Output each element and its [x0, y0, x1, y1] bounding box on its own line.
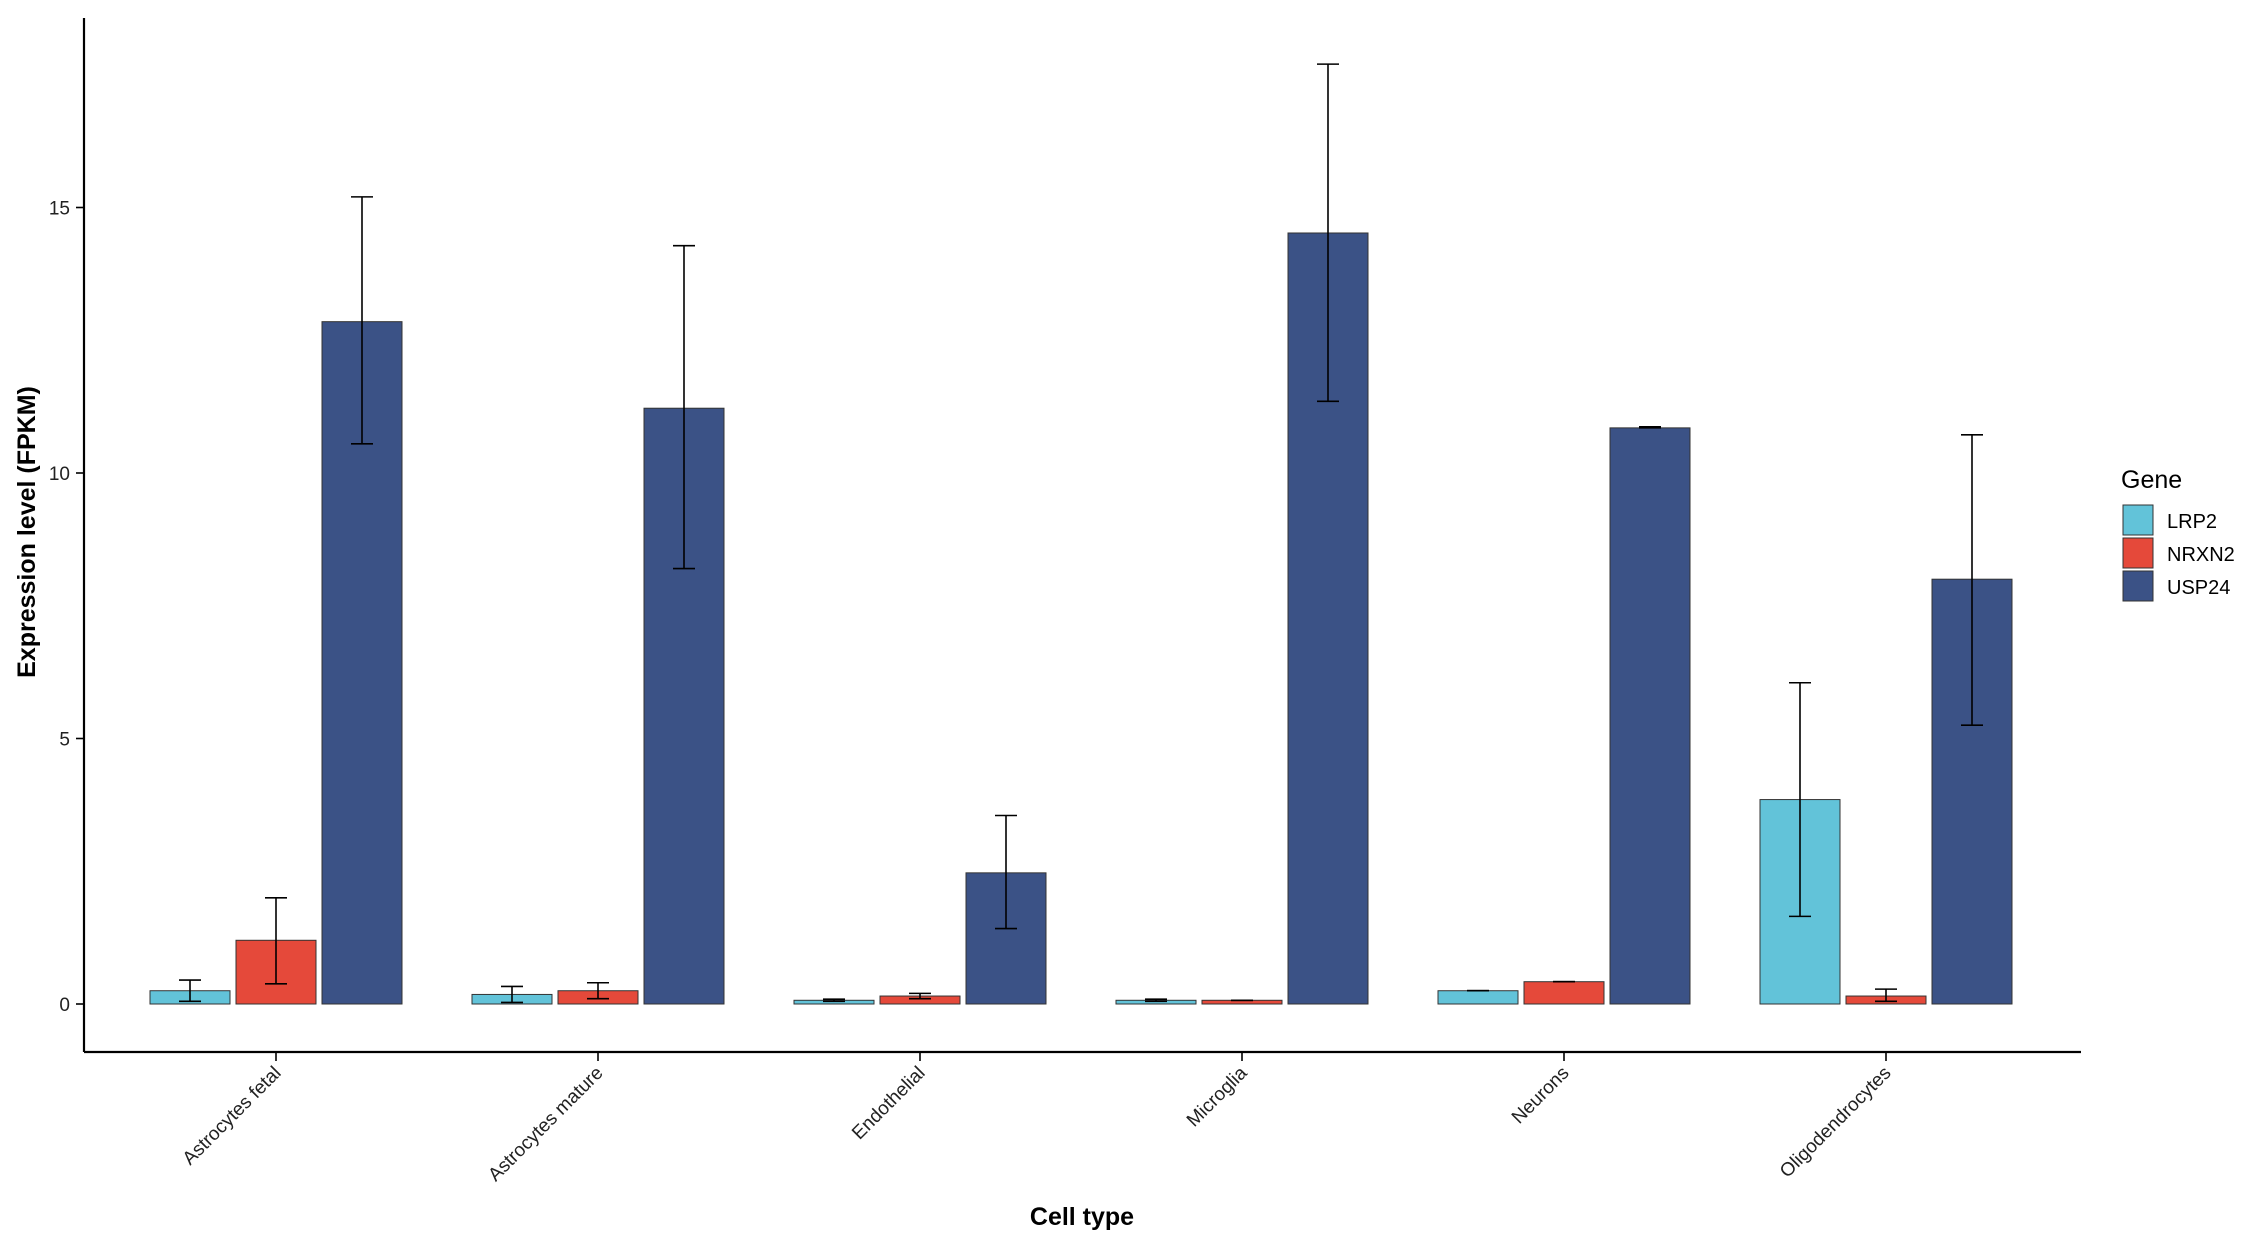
error-bar-usp24-4	[1317, 63, 1339, 403]
x-tick-label: Neurons	[1508, 1063, 1574, 1129]
x-tick-label: Oligodendrocytes	[1776, 1063, 1895, 1182]
legend-label-usp24: USP24	[2167, 577, 2230, 599]
legend-items: LRP2 NRXN2 USP24	[2122, 504, 2235, 602]
y-tick-label: 0	[59, 995, 70, 1016]
error-bar-usp24-5	[1639, 426, 1661, 429]
error-bar-nrxn2-1	[265, 896, 287, 985]
legend-label-lrp2: LRP2	[2167, 511, 2217, 533]
y-tick-label: 15	[49, 199, 70, 220]
error-bar-usp24-2	[673, 244, 695, 570]
x-tick-label: Endothelial	[848, 1063, 929, 1144]
legend-title: Gene	[2121, 466, 2182, 494]
y-tick-label: 5	[59, 730, 70, 751]
x-tick-label: Astrocytes mature	[484, 1063, 607, 1186]
axes-layer	[82, 18, 2081, 1054]
error-bar-lrp2-2	[501, 985, 523, 1004]
error-bar-usp24-1	[351, 196, 373, 445]
legend-swatch-lrp2	[2122, 504, 2154, 536]
error-bar-usp24-3	[995, 814, 1017, 930]
x-axis-title: Cell type	[1030, 1203, 1134, 1231]
y-axis-title: Expression level (FPKM)	[13, 386, 41, 678]
error-bar-lrp2-6	[1789, 681, 1811, 918]
error-bar-lrp2-4	[1145, 998, 1167, 1003]
legend: Gene LRP2 NRXN2 USP24	[2121, 466, 2235, 602]
error-bar-nrxn2-2	[587, 981, 609, 1000]
legend-swatch-usp24	[2122, 570, 2154, 602]
x-tick-label: Microglia	[1183, 1062, 1252, 1131]
legend-label-nrxn2: NRXN2	[2167, 544, 2235, 566]
bars-layer	[149, 232, 2013, 1005]
error-bar-usp24-6	[1961, 433, 1983, 727]
error-bar-nrxn2-3	[909, 992, 931, 1000]
y-tick-label: 10	[49, 464, 70, 485]
error-bar-lrp2-3	[823, 998, 845, 1003]
y-ticks-layer: 0 5 10 15	[49, 199, 84, 1016]
legend-swatch-nrxn2	[2122, 537, 2154, 569]
error-bars-layer	[179, 63, 1983, 1004]
error-bar-lrp2-1	[179, 979, 201, 1003]
x-ticks-layer: Astrocytes fetal Astrocytes mature Endothe…	[179, 1052, 1896, 1186]
bar-usp24-5	[1609, 427, 1691, 1005]
bar-nrxn2-5	[1523, 981, 1605, 1005]
error-bar-nrxn2-6	[1875, 988, 1897, 1003]
x-tick-label: Astrocytes fetal	[179, 1063, 286, 1170]
bar-lrp2-5	[1437, 990, 1519, 1005]
